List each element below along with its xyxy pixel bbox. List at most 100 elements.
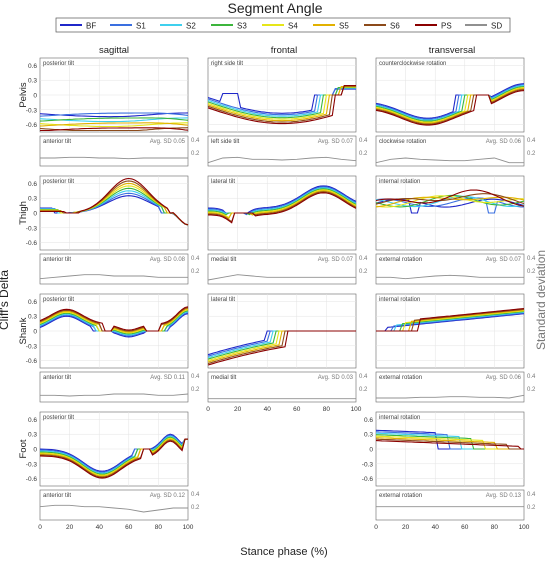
sd-tick-label: 0.4 xyxy=(191,256,200,262)
column-title-sagittal: sagittal xyxy=(99,45,129,56)
sd-tick-label: 0.2 xyxy=(527,269,536,275)
series-ps xyxy=(39,306,189,332)
row-label-foot: Foot xyxy=(18,439,29,458)
x-tick-label: 100 xyxy=(351,406,362,413)
negative-direction-label: anterior tilt xyxy=(43,139,71,145)
x-tick-label: 20 xyxy=(402,524,410,531)
avg-sd-label: Avg. SD 0.07 xyxy=(318,257,354,263)
series-s6 xyxy=(375,193,525,205)
y-tick-label: -0.6 xyxy=(26,122,38,129)
panel-pelvis-transversal: counterclockwise rotation clockwise rotat… xyxy=(375,57,536,167)
legend-label-s2: S2 xyxy=(186,22,196,31)
sd-tick-label: 0.4 xyxy=(527,256,536,262)
y-tick-label: 0.3 xyxy=(28,314,37,321)
panel-foot-transversal: -0.6 -0.3 0 0.3 0.6 internal rotation external… xyxy=(362,411,536,531)
avg-sd-label: Avg. SD 0.13 xyxy=(486,493,522,499)
panel-thigh-frontal: lateral tilt medial tilt Avg. SD 0.07 0.2 0.… xyxy=(207,175,368,285)
series-ps xyxy=(40,127,189,132)
sd-tick-label: 0.4 xyxy=(359,374,368,380)
series-s6 xyxy=(375,438,524,450)
avg-sd-label: Avg. SD 0.11 xyxy=(150,375,185,381)
series-s1 xyxy=(40,434,188,473)
x-tick-label: 60 xyxy=(461,524,469,531)
series-sd xyxy=(39,504,188,513)
series-s5 xyxy=(375,437,524,450)
avg-sd-label: Avg. SD 0.07 xyxy=(318,139,354,145)
series-bf xyxy=(39,433,188,472)
series-sd xyxy=(376,274,524,280)
x-tick-label: 20 xyxy=(234,406,242,413)
y-tick-label: -0.3 xyxy=(26,461,38,468)
sd-tick-label: 0.4 xyxy=(191,138,200,144)
sd-frame xyxy=(375,489,525,521)
y-tick-label: -0.3 xyxy=(26,225,38,232)
series-s5 xyxy=(39,438,188,477)
sd-tick-label: 0.4 xyxy=(527,374,536,380)
series-s4 xyxy=(39,437,188,476)
sd-frame xyxy=(39,371,189,403)
legend-label-ps: PS xyxy=(441,22,452,31)
legend-label-s5: S5 xyxy=(339,22,349,31)
y-tick-label: -0.6 xyxy=(26,358,38,365)
negative-direction-label: external rotation xyxy=(379,493,422,499)
legend: BF S1 S2 S3 S4 S5 S6 PS SD xyxy=(55,17,511,33)
sd-tick-label: 0.2 xyxy=(191,387,200,393)
series-sd xyxy=(375,157,524,164)
column-title-frontal: frontal xyxy=(271,45,297,56)
series-sd xyxy=(207,156,357,164)
series-ps xyxy=(207,330,356,366)
x-tick-label: 40 xyxy=(432,524,440,531)
sd-frame xyxy=(207,371,357,403)
sd-tick-label: 0.2 xyxy=(527,387,536,393)
legend-label-s4: S4 xyxy=(288,22,298,31)
x-tick-label: 100 xyxy=(519,524,530,531)
series-s5 xyxy=(39,122,189,127)
negative-direction-label: left side tilt xyxy=(211,139,240,145)
sd-tick-label: 0.2 xyxy=(359,269,368,275)
y-tick-label: 0 xyxy=(33,211,37,218)
series-sd xyxy=(207,274,356,281)
negative-direction-label: medial tilt xyxy=(211,257,237,263)
y-tick-label: 0.3 xyxy=(28,78,37,85)
row-label-thigh: Thigh xyxy=(18,201,29,225)
sd-frame xyxy=(207,135,357,167)
positive-direction-label: internal rotation xyxy=(379,415,420,421)
series-s1 xyxy=(39,112,189,117)
series-s3 xyxy=(376,310,525,332)
series-bf xyxy=(375,83,525,119)
series-s2 xyxy=(40,435,188,474)
series-ps xyxy=(208,192,357,224)
sd-tick-label: 0.2 xyxy=(359,151,368,157)
series-s5 xyxy=(375,88,525,124)
y-tick-label: -0.6 xyxy=(362,476,374,483)
series-ps xyxy=(375,189,525,207)
x-tick-label: 60 xyxy=(125,524,133,531)
y-tick-label: -0.3 xyxy=(26,343,38,350)
y-tick-label: -0.3 xyxy=(26,107,38,114)
sd-tick-label: 0.4 xyxy=(191,492,200,498)
negative-direction-label: anterior tilt xyxy=(43,493,71,499)
series-ps xyxy=(207,85,356,125)
legend-label-sd: SD xyxy=(491,22,502,31)
negative-direction-label: anterior tilt xyxy=(43,257,71,263)
column-title-transversal: transversal xyxy=(429,45,475,56)
positive-direction-label: posterior tilt xyxy=(43,297,74,303)
series-ps xyxy=(40,177,189,226)
x-tick-label: 40 xyxy=(264,406,272,413)
sd-frame xyxy=(207,253,357,285)
sd-tick-label: 0.4 xyxy=(527,492,536,498)
x-tick-label: 20 xyxy=(66,524,74,531)
sd-tick-label: 0.4 xyxy=(359,256,368,262)
panel-shank-sagittal: -0.6 -0.3 0 0.3 0.6 posterior tilt anterior ti… xyxy=(26,293,200,403)
legend-label-s1: S1 xyxy=(136,22,146,31)
positive-direction-label: posterior tilt xyxy=(43,179,74,185)
positive-direction-label: right side tilt xyxy=(211,61,243,67)
y-tick-label: 0.6 xyxy=(364,417,373,424)
sd-tick-label: 0.4 xyxy=(527,138,536,144)
sd-tick-label: 0.2 xyxy=(191,269,200,275)
series-s3 xyxy=(39,310,189,335)
series-s3 xyxy=(375,86,525,122)
x-tick-label: 100 xyxy=(183,524,194,531)
series-s5 xyxy=(207,190,357,220)
